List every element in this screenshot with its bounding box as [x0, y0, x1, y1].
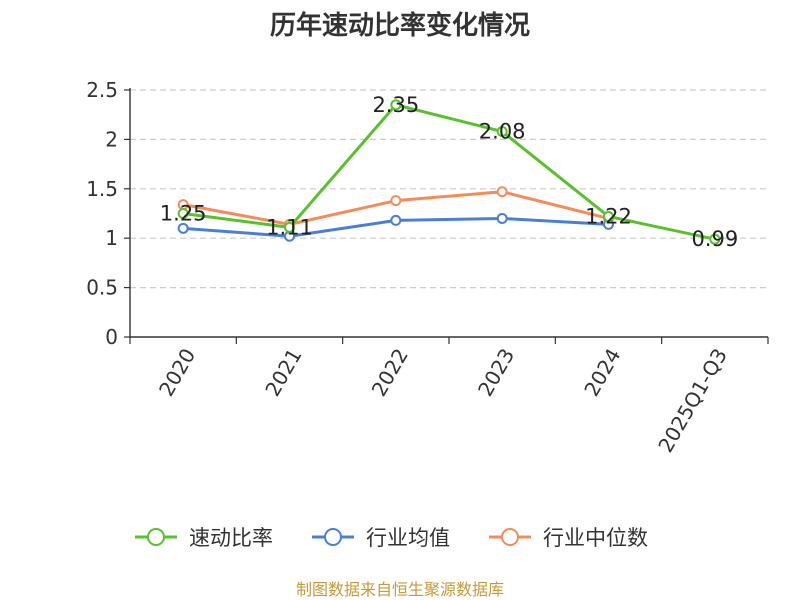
legend-swatch-marker: [501, 528, 519, 546]
source-note: 制图数据来自恒生聚源数据库: [296, 580, 504, 599]
legend-label[interactable]: 行业均值: [366, 526, 450, 550]
y-tick-label: 2.5: [86, 78, 118, 102]
x-tick-label: 2020: [154, 344, 200, 400]
y-tick-label: 1.5: [86, 177, 118, 201]
data-label: 2.08: [479, 119, 526, 143]
x-tick-label: 2024: [579, 344, 625, 400]
data-label: 0.99: [691, 227, 738, 251]
x-tick-label: 2025Q1-Q3: [653, 344, 732, 456]
data-point: [496, 186, 508, 198]
data-labels: 1.25 1.11 2.35 2.08 1.22 0.99: [160, 93, 738, 251]
data-point: [603, 210, 614, 222]
y-tick-label: 0: [105, 325, 118, 349]
x-tick-label: 2021: [260, 344, 306, 400]
data-point: [177, 222, 189, 234]
data-point: [709, 233, 721, 245]
legend: 速动比率 行业均值 行业中位数: [135, 526, 648, 550]
data-label: 1.25: [160, 202, 207, 226]
data-point: [177, 208, 189, 219]
data-label: 1.11: [266, 215, 313, 239]
y-tick-label: 0.5: [86, 276, 118, 300]
series-lines: [177, 99, 721, 245]
y-tick-label: 2: [105, 127, 118, 151]
x-tick-label: 2022: [367, 344, 413, 400]
legend-swatch-marker: [147, 528, 165, 546]
data-point: [496, 212, 508, 224]
data-point: [390, 195, 402, 207]
axes: 0 0.5 1 1.5 2 2.5 2020 2021 2022 2023 2024 2025Q1-Q…: [86, 78, 769, 457]
data-label: 1.22: [585, 204, 632, 228]
data-point: [390, 99, 402, 111]
chart-title: 历年速动比率变化情况: [270, 10, 530, 41]
legend-label[interactable]: 行业中位数: [543, 526, 648, 550]
grid: [130, 89, 768, 289]
legend-swatch-marker: [324, 528, 342, 546]
data-label: 2.35: [372, 93, 419, 117]
data-point: [390, 214, 402, 226]
series-line-0: [182, 103, 716, 241]
x-tick-label: 2023: [473, 344, 519, 400]
data-point: [284, 221, 295, 233]
y-tick-label: 1: [105, 226, 118, 250]
legend-label[interactable]: 速动比率: [189, 526, 273, 550]
data-point: [496, 125, 508, 137]
